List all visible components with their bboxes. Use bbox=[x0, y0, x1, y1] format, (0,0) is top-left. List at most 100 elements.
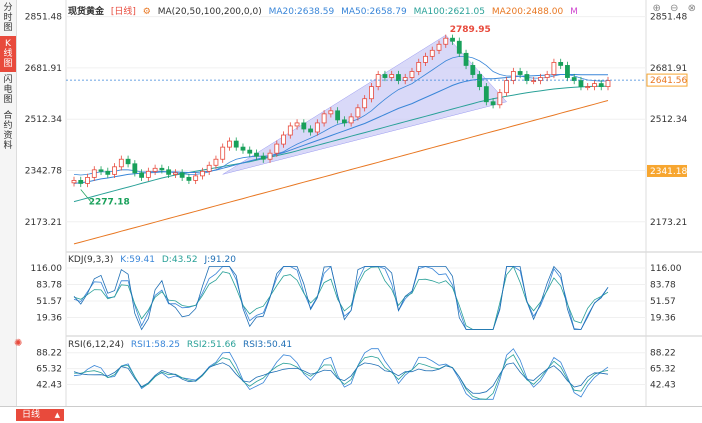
candle-body[interactable] bbox=[85, 176, 90, 184]
kdj-tick-right: 83.78 bbox=[650, 281, 676, 291]
kdj-tick-left: 83.78 bbox=[36, 281, 62, 291]
candle-body[interactable] bbox=[605, 80, 611, 88]
candle-body[interactable] bbox=[402, 77, 408, 81]
candle-body[interactable] bbox=[159, 167, 165, 171]
candle-body[interactable] bbox=[91, 169, 97, 178]
candle-body[interactable] bbox=[145, 170, 151, 178]
candle-body[interactable] bbox=[112, 166, 117, 175]
candle-body[interactable] bbox=[301, 122, 307, 130]
price-tick-right: 2851.48 bbox=[650, 13, 687, 23]
candle-body[interactable] bbox=[544, 74, 550, 78]
candle-body[interactable] bbox=[598, 83, 604, 88]
candle-body[interactable] bbox=[328, 110, 334, 115]
candle-body[interactable] bbox=[139, 172, 144, 178]
candle-body[interactable] bbox=[193, 175, 199, 181]
close-icon[interactable]: ⊗ bbox=[687, 3, 696, 14]
rsi-2-line bbox=[73, 354, 609, 400]
kdj-j: J:91.20 bbox=[204, 255, 236, 265]
candle-body[interactable] bbox=[314, 122, 320, 133]
candle-body[interactable] bbox=[179, 172, 185, 178]
candle-body[interactable] bbox=[409, 71, 415, 78]
candle-body[interactable] bbox=[240, 146, 246, 151]
candle-body[interactable] bbox=[565, 65, 570, 78]
sidebar-item-2[interactable]: 闪电图 bbox=[3, 75, 13, 105]
period-button[interactable]: 日线 ▲ bbox=[16, 409, 64, 421]
candle-body[interactable] bbox=[558, 62, 564, 66]
candle-body[interactable] bbox=[308, 128, 313, 133]
candle-body[interactable] bbox=[152, 167, 158, 172]
kdj-j-line bbox=[73, 265, 609, 331]
candle-body[interactable] bbox=[78, 180, 84, 184]
candle-body[interactable] bbox=[524, 74, 530, 81]
sidebar-item-3[interactable]: 合约资料 bbox=[3, 111, 13, 151]
candle-body[interactable] bbox=[118, 158, 124, 168]
candle-body[interactable] bbox=[166, 169, 172, 175]
candle-body[interactable] bbox=[436, 43, 442, 51]
candle-body[interactable] bbox=[517, 71, 523, 75]
candle-body[interactable] bbox=[416, 62, 422, 72]
candle-body[interactable] bbox=[531, 80, 537, 82]
indicator-settings-icon[interactable]: ✺ bbox=[14, 338, 23, 349]
candle-body[interactable] bbox=[592, 83, 597, 88]
candle-body[interactable] bbox=[71, 180, 77, 184]
candle-body[interactable] bbox=[490, 101, 496, 106]
candle-body[interactable] bbox=[504, 80, 510, 94]
candle-body[interactable] bbox=[294, 122, 300, 127]
candle-body[interactable] bbox=[105, 170, 111, 175]
candle-body[interactable] bbox=[443, 37, 449, 45]
candle-body[interactable] bbox=[247, 149, 253, 154]
candle-body[interactable] bbox=[497, 92, 503, 106]
add-icon[interactable]: ⊕ bbox=[652, 3, 661, 14]
candle-body[interactable] bbox=[98, 169, 104, 172]
candle-body[interactable] bbox=[396, 74, 401, 81]
candle-body[interactable] bbox=[483, 86, 489, 103]
candle-body[interactable] bbox=[477, 74, 482, 88]
candle-body[interactable] bbox=[335, 110, 341, 121]
minus-icon[interactable]: ⊖ bbox=[670, 3, 679, 14]
settings-icon[interactable]: ⚙ bbox=[142, 7, 151, 17]
candle-body[interactable] bbox=[470, 65, 476, 75]
candle-body[interactable] bbox=[348, 116, 354, 124]
period-tag[interactable]: [日线] bbox=[110, 7, 136, 17]
candle-body[interactable] bbox=[125, 158, 131, 165]
candle-body[interactable] bbox=[220, 146, 226, 160]
chart-canvas[interactable]: 2851.48 2851.48 2681.91 2681.91 2512.34 2512.… bbox=[0, 0, 702, 406]
candle-body[interactable] bbox=[227, 140, 232, 148]
candle-body[interactable] bbox=[254, 152, 259, 157]
candle-body[interactable] bbox=[321, 113, 327, 124]
candle-body[interactable] bbox=[450, 37, 455, 42]
candle-body[interactable] bbox=[578, 80, 584, 88]
candle-body[interactable] bbox=[571, 77, 577, 81]
candle-body[interactable] bbox=[389, 74, 395, 78]
candle-body[interactable] bbox=[213, 158, 219, 166]
candle-body[interactable] bbox=[585, 86, 591, 89]
candle-body[interactable] bbox=[423, 55, 428, 63]
candle-body[interactable] bbox=[132, 163, 138, 174]
candle-body[interactable] bbox=[206, 164, 212, 172]
ma200-price-label: 2341.18 bbox=[650, 167, 687, 177]
candle-body[interactable] bbox=[510, 71, 516, 81]
candle-body[interactable] bbox=[456, 40, 462, 54]
candle-body[interactable] bbox=[172, 172, 178, 175]
candle-body[interactable] bbox=[200, 170, 205, 177]
candle-body[interactable] bbox=[538, 77, 543, 81]
candle-body[interactable] bbox=[463, 52, 469, 66]
candle-body[interactable] bbox=[287, 125, 293, 136]
candle-body[interactable] bbox=[355, 107, 361, 118]
candle-body[interactable] bbox=[375, 74, 381, 88]
candle-body[interactable] bbox=[429, 49, 435, 57]
candle-body[interactable] bbox=[281, 134, 286, 145]
candle-body[interactable] bbox=[369, 86, 374, 100]
candle-body[interactable] bbox=[267, 152, 273, 160]
candle-body[interactable] bbox=[233, 140, 239, 148]
rsi-legend: RSI(6,12,24) RSI1:58.25 RSI2:51.66 RSI3:… bbox=[68, 340, 296, 350]
candle-body[interactable] bbox=[186, 176, 192, 181]
candle-body[interactable] bbox=[341, 119, 347, 124]
candle-body[interactable] bbox=[274, 143, 280, 154]
candle-body[interactable] bbox=[260, 155, 266, 160]
candle-body[interactable] bbox=[362, 98, 368, 109]
sidebar-item-0[interactable]: 分时图 bbox=[3, 3, 13, 33]
candle-body[interactable] bbox=[551, 62, 557, 75]
candle-body[interactable] bbox=[382, 74, 388, 78]
